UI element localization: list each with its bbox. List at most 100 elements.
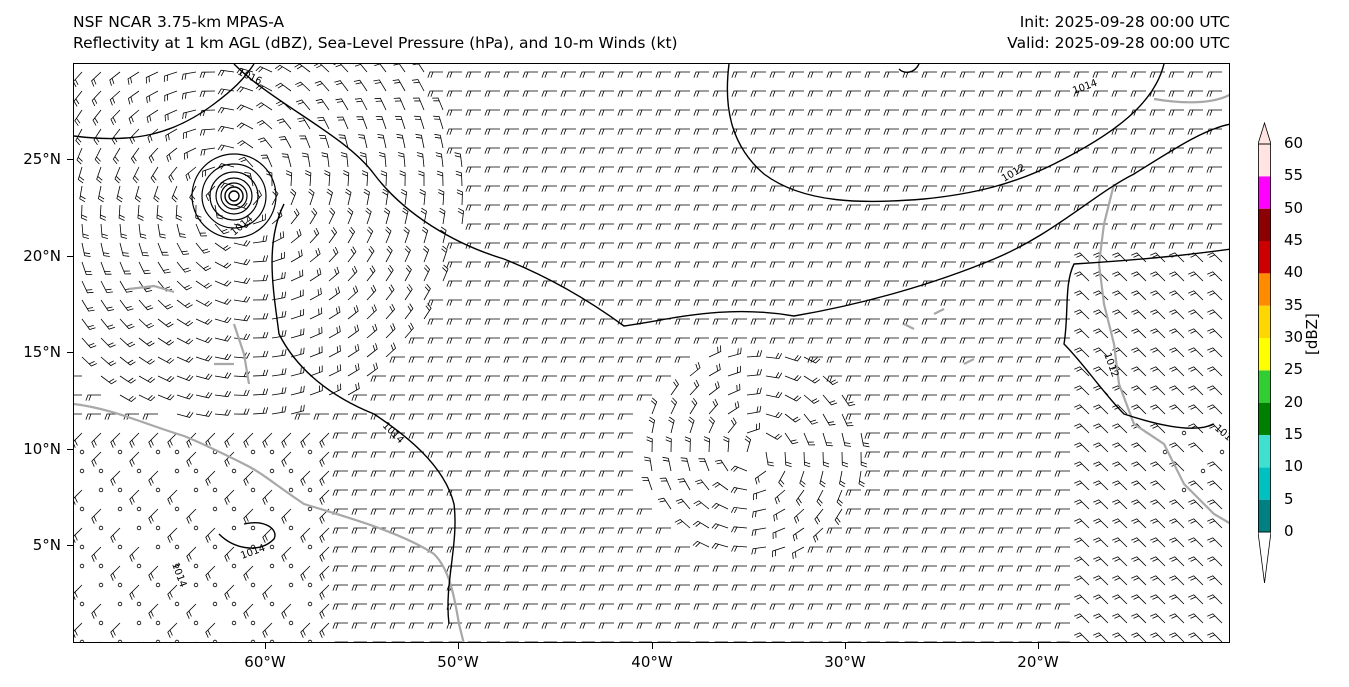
wind-barb bbox=[1131, 480, 1147, 491]
wind-barb bbox=[214, 261, 232, 269]
wind-barb bbox=[1074, 347, 1090, 358]
wind-barb bbox=[271, 330, 287, 339]
wind-barb bbox=[883, 166, 899, 173]
wind-barb bbox=[788, 584, 804, 591]
wind-barb bbox=[138, 242, 149, 257]
wind-barb bbox=[727, 401, 740, 415]
wind-barb bbox=[1131, 252, 1147, 263]
wind-barb bbox=[845, 527, 861, 534]
wind-barb bbox=[92, 109, 102, 126]
wind-barb bbox=[389, 565, 405, 572]
wind-barb bbox=[408, 508, 424, 515]
wind-barb bbox=[446, 527, 462, 534]
calm-wind-circle bbox=[250, 582, 256, 588]
wind-barb bbox=[822, 432, 833, 447]
wind-barb bbox=[176, 393, 194, 400]
wind-barb bbox=[751, 527, 767, 537]
wind-barb bbox=[845, 375, 861, 382]
wind-barb bbox=[79, 185, 86, 203]
wind-barb bbox=[1092, 71, 1108, 78]
wind-barb bbox=[503, 451, 519, 458]
lon-label: 60°W bbox=[244, 653, 286, 671]
wind-barb bbox=[1149, 166, 1165, 173]
wind-barb bbox=[617, 603, 633, 610]
wind-barb bbox=[100, 223, 109, 239]
wind-barb bbox=[374, 97, 387, 111]
isobar-1014-trough bbox=[271, 203, 456, 625]
wind-barb bbox=[560, 166, 576, 173]
wind-barb bbox=[636, 622, 652, 629]
wind-barb bbox=[997, 508, 1013, 515]
calm-wind-circle bbox=[155, 620, 161, 626]
wind-barb bbox=[816, 489, 824, 507]
wind-barb bbox=[978, 508, 994, 515]
calm-wind-circle bbox=[269, 506, 275, 512]
wind-barb bbox=[617, 356, 633, 363]
wind-barb bbox=[807, 622, 823, 629]
wind-barb bbox=[579, 185, 595, 192]
wind-barb bbox=[655, 584, 671, 591]
wind-barb bbox=[1150, 252, 1166, 263]
wind-barb bbox=[636, 375, 652, 382]
wind-barb bbox=[807, 147, 823, 154]
wind-barb bbox=[541, 603, 557, 610]
wind-barb bbox=[1168, 71, 1184, 78]
wind-barb bbox=[1035, 432, 1051, 439]
wind-barb bbox=[752, 508, 767, 518]
wind-barb bbox=[402, 207, 409, 225]
wind-barb bbox=[484, 185, 500, 192]
wind-barb bbox=[617, 204, 633, 211]
calm-wind-circle bbox=[231, 601, 237, 607]
wind-barb bbox=[448, 641, 462, 642]
wind-barb bbox=[769, 603, 785, 610]
wind-barb bbox=[465, 489, 481, 496]
wind-barb bbox=[328, 364, 342, 377]
wind-barb bbox=[427, 299, 443, 306]
wind-barb bbox=[345, 188, 352, 206]
wind-barb bbox=[199, 128, 216, 136]
wind-barb bbox=[1169, 309, 1185, 320]
wind-barb bbox=[978, 527, 994, 534]
wind-barb bbox=[484, 128, 500, 135]
wind-barb bbox=[1093, 556, 1109, 567]
wind-barb bbox=[670, 379, 679, 396]
wind-barb bbox=[145, 71, 159, 84]
wind-barb bbox=[168, 166, 178, 183]
wind-barb bbox=[826, 71, 842, 78]
wind-barb bbox=[522, 90, 538, 97]
wind-barb bbox=[351, 603, 367, 610]
wind-barb bbox=[1131, 404, 1147, 415]
wind-barb bbox=[959, 603, 975, 610]
wind-barb bbox=[902, 318, 918, 325]
wind-barb bbox=[81, 204, 88, 221]
wind-barb bbox=[579, 546, 595, 553]
wind-barb bbox=[579, 223, 595, 230]
wind-barb bbox=[1054, 470, 1070, 477]
calm-wind-circle bbox=[117, 449, 123, 455]
wind-barb bbox=[1016, 356, 1032, 363]
wind-barb bbox=[655, 603, 671, 610]
wind-barb bbox=[389, 413, 405, 420]
wind-barb bbox=[1093, 518, 1109, 529]
wind-barb bbox=[347, 285, 359, 301]
wind-barb bbox=[1054, 318, 1070, 325]
wind-barb bbox=[636, 584, 652, 591]
wind-barb bbox=[1018, 641, 1032, 642]
wind-barb bbox=[157, 356, 175, 364]
wind-barb bbox=[674, 337, 690, 344]
wind-barb bbox=[636, 527, 652, 534]
wind-barb bbox=[902, 546, 918, 553]
wind-barb bbox=[978, 223, 994, 230]
calm-wind-circle bbox=[269, 601, 275, 607]
wind-barb bbox=[765, 352, 783, 360]
wind-barb bbox=[157, 337, 174, 346]
wind-barb bbox=[847, 641, 861, 642]
wind-barb bbox=[921, 128, 937, 135]
wind-barb bbox=[617, 280, 633, 287]
wind-barb bbox=[731, 584, 747, 591]
wind-barb bbox=[731, 261, 747, 268]
wind-barb bbox=[252, 331, 269, 339]
wind-barb bbox=[579, 584, 595, 591]
wind-barb bbox=[997, 242, 1013, 249]
wind-barb bbox=[750, 71, 766, 78]
